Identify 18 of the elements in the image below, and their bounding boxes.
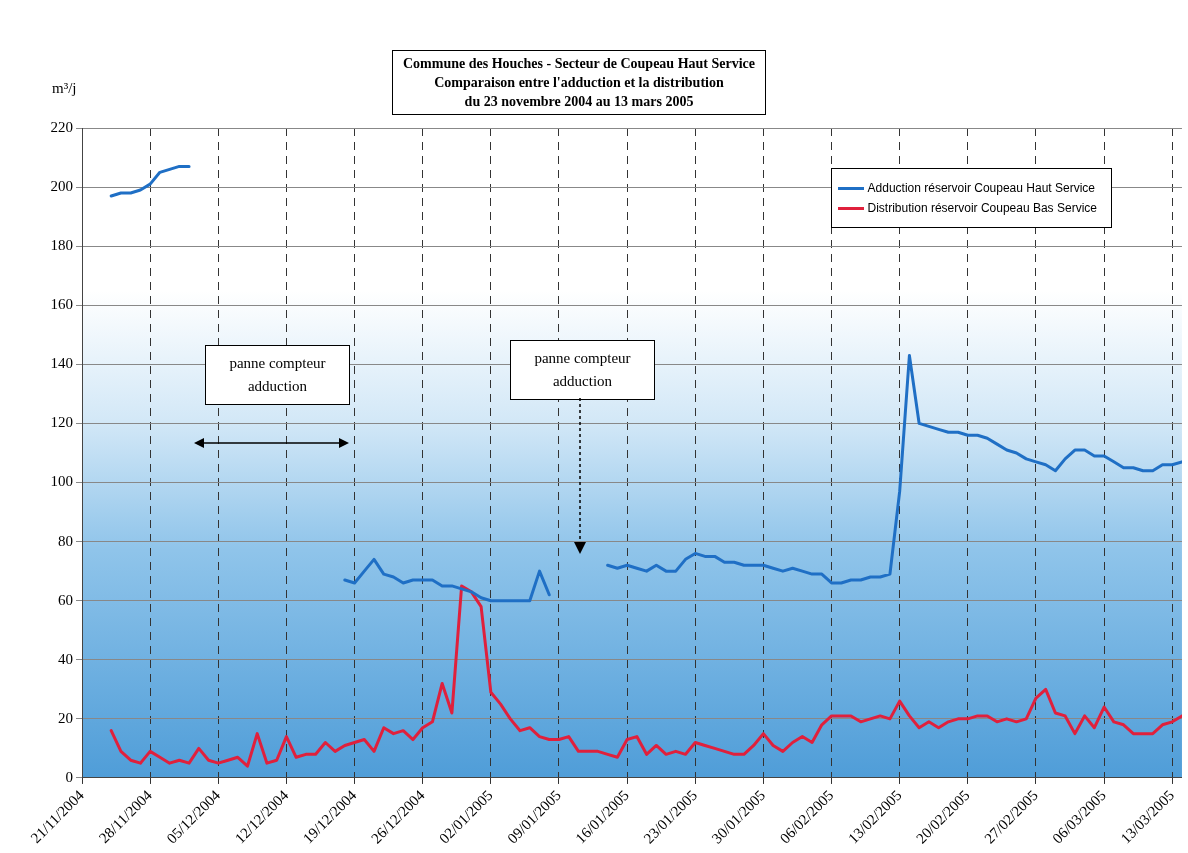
legend-label: Adduction réservoir Coupeau Haut Service <box>867 181 1095 195</box>
y-tick-label: 180 <box>50 237 73 254</box>
legend-label: Distribution réservoir Coupeau Bas Service <box>867 201 1097 215</box>
y-tick-label: 60 <box>58 591 73 608</box>
y-tick-label: 120 <box>50 414 73 431</box>
y-tick-label: 20 <box>58 709 73 726</box>
y-axis-title: m³/j <box>52 80 77 97</box>
chart-title: Commune des Houches - Secteur de Coupeau Haut Service Comparaison entre l'adduction et la distribution du 23 novembre 2004 au 13 mars 2005 <box>392 50 766 115</box>
y-tick-label: 220 <box>50 118 73 135</box>
y-tick-label: 160 <box>50 296 73 313</box>
callout-box: panne compteur adduction <box>205 345 350 405</box>
y-tick-label: 80 <box>58 532 73 549</box>
y-tick-label: 0 <box>65 768 73 785</box>
y-tick-label: 100 <box>50 473 73 490</box>
y-tick-label: 200 <box>50 178 73 195</box>
y-tick-label: 140 <box>50 355 73 372</box>
callout-box: panne compteur adduction <box>510 340 655 400</box>
y-tick-label: 40 <box>58 650 73 667</box>
